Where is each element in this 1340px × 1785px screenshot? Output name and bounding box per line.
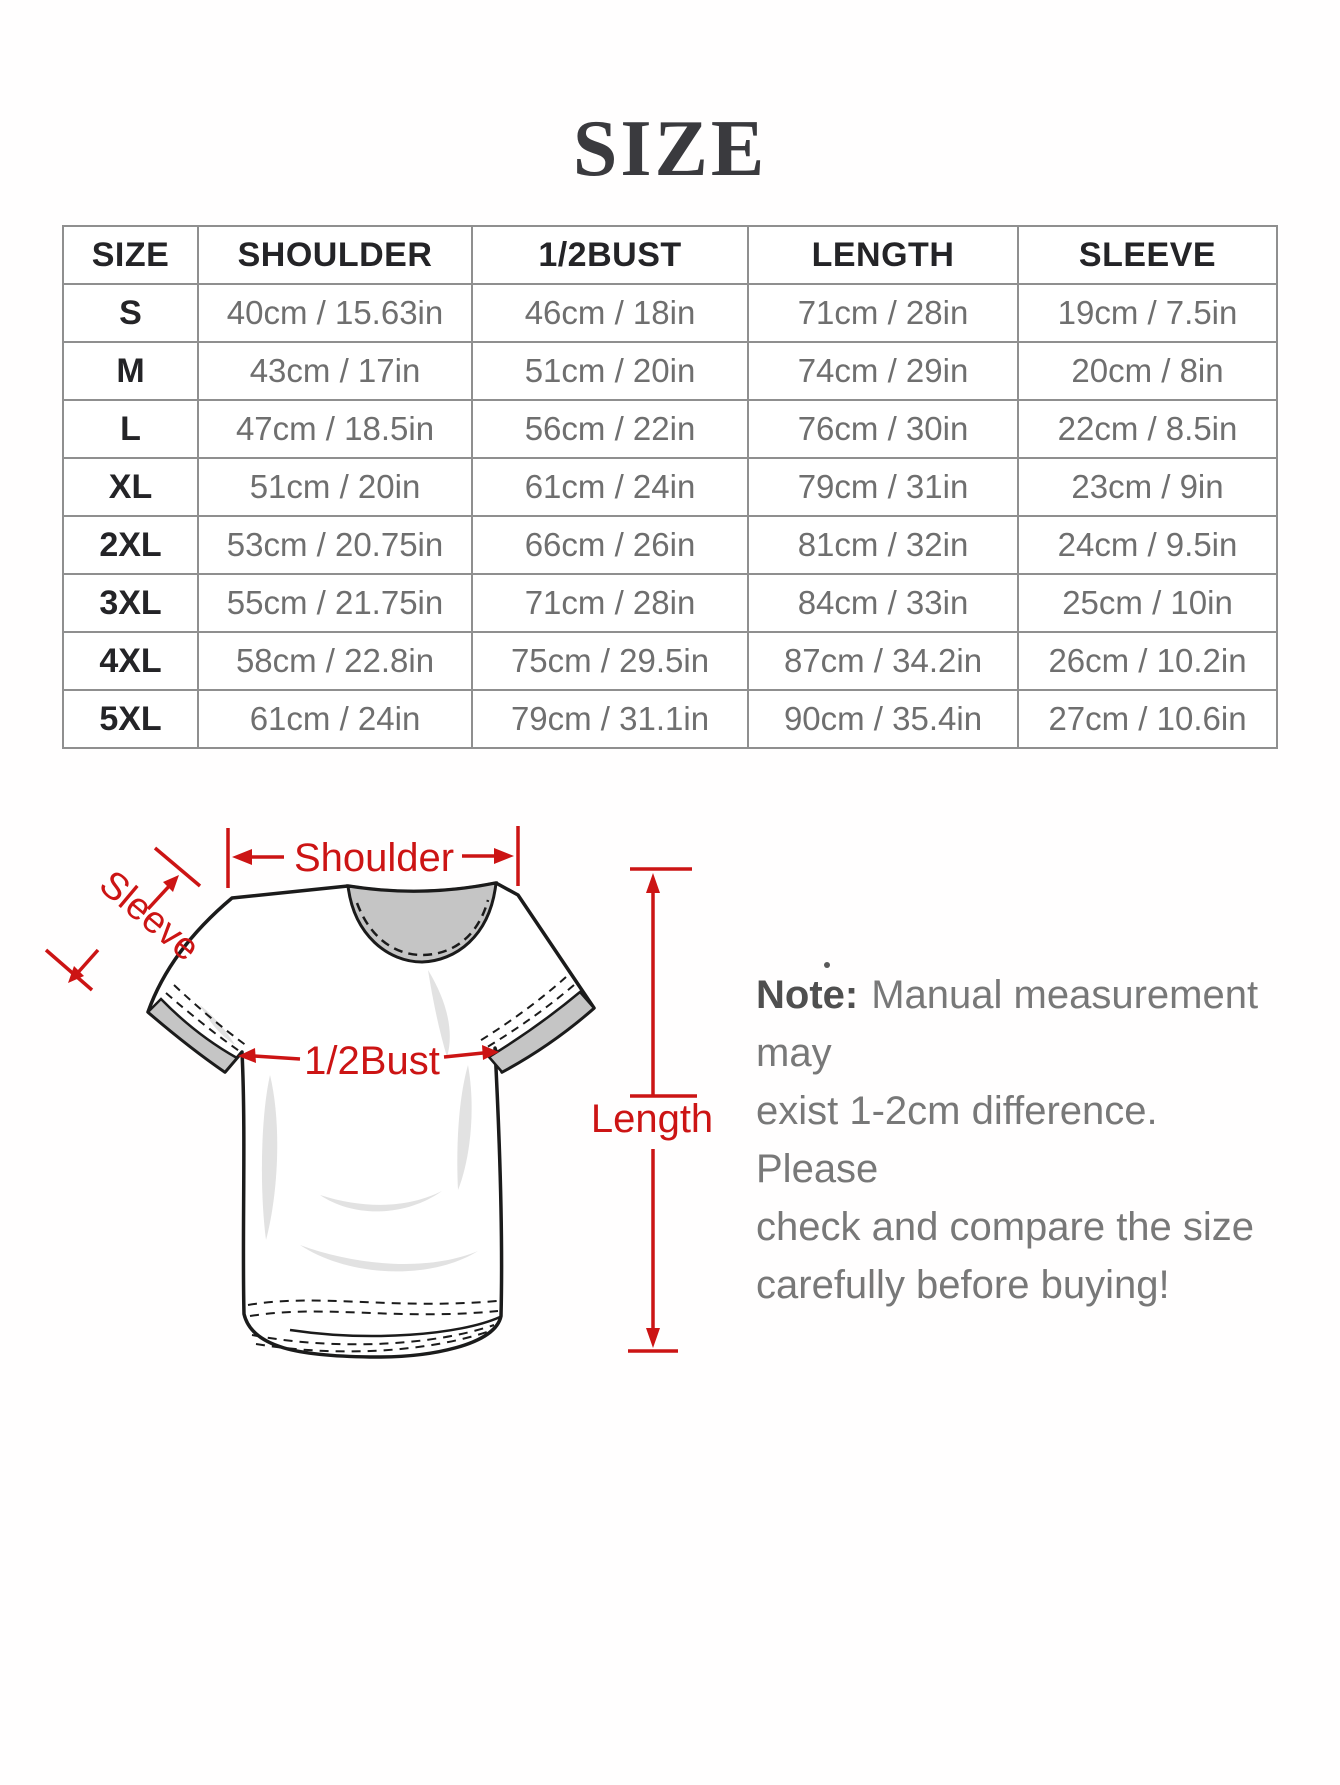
length-arrow	[628, 867, 697, 1353]
note-text-line: carefully before buying!	[756, 1263, 1170, 1307]
table-header-row: SIZE SHOULDER 1/2BUST LENGTH SLEEVE	[62, 225, 1278, 285]
tshirt-drawing	[146, 881, 596, 1359]
table-row: 4XL 58cm / 22.8in 75cm / 29.5in 87cm / 3…	[62, 631, 1278, 691]
value-cell: 19cm / 7.5in	[1017, 283, 1278, 343]
left-cuff	[146, 997, 239, 1074]
value-cell: 75cm / 29.5in	[471, 631, 749, 691]
size-cell: 3XL	[62, 573, 199, 633]
header-cell-size: SIZE	[62, 225, 199, 285]
sleeve-arrow	[44, 846, 202, 992]
value-cell: 24cm / 9.5in	[1017, 515, 1278, 575]
table-row: S 40cm / 15.63in 46cm / 18in 71cm / 28in…	[62, 283, 1278, 343]
table-row: XL 51cm / 20in 61cm / 24in 79cm / 31in 2…	[62, 457, 1278, 517]
note-text: Manual measurement may	[756, 973, 1259, 1075]
value-cell: 79cm / 31in	[747, 457, 1019, 517]
value-cell: 53cm / 20.75in	[197, 515, 473, 575]
table-row: M 43cm / 17in 51cm / 20in 74cm / 29in 20…	[62, 341, 1278, 401]
table-row: L 47cm / 18.5in 56cm / 22in 76cm / 30in …	[62, 399, 1278, 459]
size-cell: L	[62, 399, 199, 459]
page-title: SIZE	[572, 105, 768, 193]
value-cell: 46cm / 18in	[471, 283, 749, 343]
note-dot	[824, 962, 830, 968]
value-cell: 22cm / 8.5in	[1017, 399, 1278, 459]
value-cell: 81cm / 32in	[747, 515, 1019, 575]
header-cell-bust: 1/2BUST	[471, 225, 749, 285]
value-cell: 43cm / 17in	[197, 341, 473, 401]
size-cell: 2XL	[62, 515, 199, 575]
table-row: 5XL 61cm / 24in 79cm / 31.1in 90cm / 35.…	[62, 689, 1278, 749]
right-cuff-stitch	[483, 984, 575, 1050]
value-cell: 55cm / 21.75in	[197, 573, 473, 633]
value-cell: 26cm / 10.2in	[1017, 631, 1278, 691]
note-label: Note:	[756, 973, 859, 1017]
size-cell: 4XL	[62, 631, 199, 691]
value-cell: 20cm / 8in	[1017, 341, 1278, 401]
value-cell: 76cm / 30in	[747, 399, 1019, 459]
size-cell: M	[62, 341, 199, 401]
size-cell: 5XL	[62, 689, 199, 749]
length-label: Length	[591, 1097, 713, 1141]
shoulder-arrow	[226, 826, 520, 888]
header-cell-shoulder: SHOULDER	[197, 225, 473, 285]
value-cell: 61cm / 24in	[197, 689, 473, 749]
value-cell: 27cm / 10.6in	[1017, 689, 1278, 749]
value-cell: 58cm / 22.8in	[197, 631, 473, 691]
collar-stitch	[355, 899, 490, 957]
value-cell: 23cm / 9in	[1017, 457, 1278, 517]
value-cell: 51cm / 20in	[197, 457, 473, 517]
shoulder-label: Shoulder	[294, 836, 454, 880]
bust-arrow	[238, 1045, 499, 1063]
bust-label: 1/2Bust	[304, 1039, 440, 1083]
size-cell: XL	[62, 457, 199, 517]
value-cell: 71cm / 28in	[747, 283, 1019, 343]
value-cell: 47cm / 18.5in	[197, 399, 473, 459]
value-cell: 66cm / 26in	[471, 515, 749, 575]
value-cell: 90cm / 35.4in	[747, 689, 1019, 749]
value-cell: 79cm / 31.1in	[471, 689, 749, 749]
value-cell: 51cm / 20in	[471, 341, 749, 401]
hem-band	[247, 1299, 501, 1353]
value-cell: 25cm / 10in	[1017, 573, 1278, 633]
left-cuff-stitch	[165, 992, 243, 1054]
size-table: SIZE SHOULDER 1/2BUST LENGTH SLEEVE S 40…	[62, 225, 1278, 749]
note-text-line: exist 1-2cm difference. Please	[756, 1089, 1158, 1191]
note-text-line: Note: Manual measurement may	[756, 966, 1280, 1082]
value-cell: 40cm / 15.63in	[197, 283, 473, 343]
left-cuff-stitch	[173, 984, 248, 1047]
note-text-line: check and compare the size	[756, 1205, 1255, 1249]
table-row: 3XL 55cm / 21.75in 71cm / 28in 84cm / 33…	[62, 573, 1278, 633]
value-cell: 56cm / 22in	[471, 399, 749, 459]
shading-streaks	[200, 970, 478, 1272]
tshirt-diagram: Shoulder Sleeve 1/2Bust	[44, 826, 713, 1359]
value-cell: 84cm / 33in	[747, 573, 1019, 633]
size-cell: S	[62, 283, 199, 343]
value-cell: 87cm / 34.2in	[747, 631, 1019, 691]
value-cell: 71cm / 28in	[471, 573, 749, 633]
value-cell: 61cm / 24in	[471, 457, 749, 517]
value-cell: 74cm / 29in	[747, 341, 1019, 401]
header-cell-length: LENGTH	[747, 225, 1019, 285]
note: Note: Manual measurement may exist 1-2cm …	[756, 966, 1280, 1314]
header-cell-sleeve: SLEEVE	[1017, 225, 1278, 285]
table-row: 2XL 53cm / 20.75in 66cm / 26in 81cm / 32…	[62, 515, 1278, 575]
tshirt-outline	[146, 881, 596, 1359]
